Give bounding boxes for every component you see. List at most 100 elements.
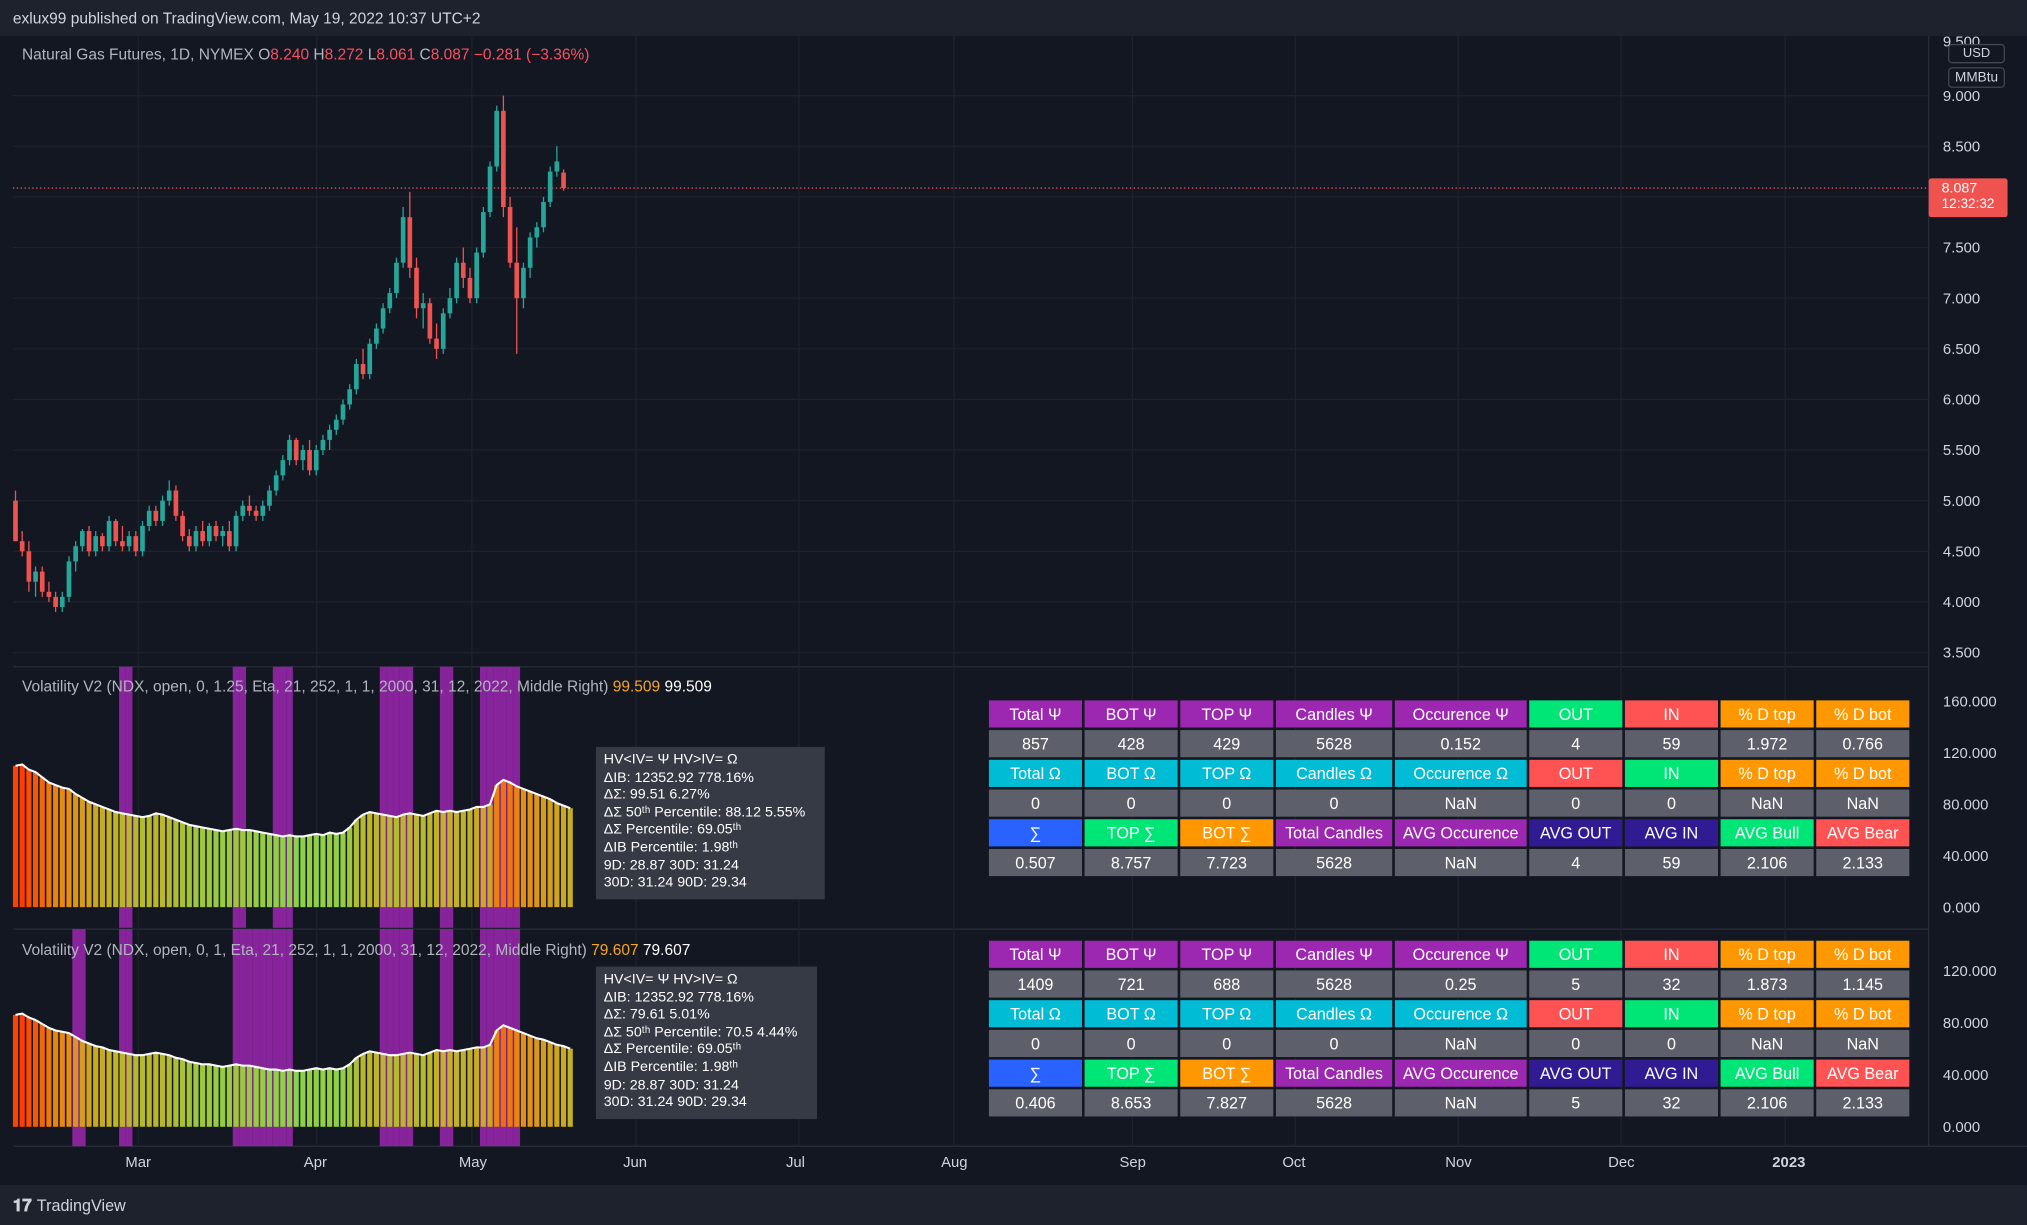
candle-body [340, 404, 346, 420]
indicator-1-name[interactable]: Volatility V2 (NDX, open, 0, 1.25, Eta, … [21, 677, 609, 696]
stats-cell: AVG IN [1624, 1059, 1718, 1087]
stats-cell: BOT ∑ [1180, 819, 1274, 847]
indicator-2-bar [113, 1051, 119, 1127]
stats-cell: 0 [988, 789, 1082, 817]
stats-cell: 2.133 [1816, 848, 1910, 877]
time-axis-label: May [458, 1155, 488, 1171]
indicator-2-bar [360, 1053, 366, 1127]
ohlc-key: C [415, 45, 431, 64]
indicator-2-highlight-band [239, 929, 247, 1147]
indicator-2-highlight-band [446, 929, 454, 1147]
tooltip-line: ΔIB: 12352.92 778.16% [603, 989, 754, 1005]
stats-cell: NaN [1394, 848, 1527, 877]
candle-body [93, 536, 99, 552]
indicator-2-highlight-band [266, 929, 273, 1147]
indicator-2-bar [367, 1051, 373, 1127]
indicator-2-highlight-band [286, 929, 293, 1147]
indicator-2-name[interactable]: Volatility V2 (NDX, open, 0, 1, Eta, 21,… [21, 940, 587, 959]
indicator-2-tick-label: 120.000 [1943, 964, 1997, 980]
tradingview-logo[interactable]: 𝟏𝟕 TradingView [13, 1195, 126, 1216]
stats-cell: 0.406 [988, 1089, 1082, 1117]
indicator-2-bar [327, 1068, 333, 1127]
main-legend[interactable]: Natural Gas Futures, 1D, NYMEX O8.240 H8… [22, 45, 589, 63]
indicator-1-tick-label: 120.000 [1943, 746, 1997, 762]
indicator-2-bar [193, 1063, 199, 1127]
indicator-1-bar [487, 804, 493, 908]
candle-body [133, 536, 139, 552]
candle-body [186, 536, 192, 547]
indicator-1-bar [420, 815, 426, 908]
indicator-1-bar [12, 765, 19, 908]
price-tick-label: 6.000 [1943, 393, 1980, 409]
published-by-text: exlux99 published on TradingView.com, Ma… [12, 9, 481, 28]
bottom-bar: 𝟏𝟕 TradingView [0, 1184, 2027, 1225]
stats-cell: Total Ψ [988, 940, 1082, 968]
candle-body [273, 475, 279, 491]
stats-cell: NaN [1394, 1089, 1527, 1117]
stats-cell: 721 [1084, 970, 1178, 998]
indicator-1-bar [73, 794, 79, 908]
candle-body [327, 429, 332, 440]
time-axis-label: Apr [303, 1155, 327, 1171]
indicator-2-bar [300, 1070, 306, 1127]
tooltip-line: 9D: 28.87 30D: 31.24 [603, 1077, 739, 1093]
candle-body [53, 596, 58, 607]
indicator-1-bar [180, 822, 186, 908]
symbol-label[interactable]: Natural Gas Futures, 1D, NYMEX [21, 45, 254, 64]
indicator-2-legend[interactable]: Volatility V2 (NDX, open, 0, 1, Eta, 21,… [22, 941, 690, 959]
candle-body [320, 439, 326, 451]
stats-cell: 8.757 [1084, 848, 1178, 877]
ohlc-value: 8.272 [324, 45, 364, 64]
indicator-1-bar [413, 814, 420, 908]
candle-body [454, 262, 459, 299]
currency-badge[interactable]: USD [1948, 43, 2005, 64]
indicator-1-bar [266, 833, 273, 908]
top-bar: exlux99 published on TradingView.com, Ma… [0, 0, 2027, 37]
stats-cell: IN [1624, 759, 1718, 787]
indicator-1-bar [106, 809, 112, 908]
indicator-2-bar [159, 1053, 166, 1127]
indicator-2-bar [146, 1053, 152, 1127]
stats-cell: 32 [1624, 970, 1718, 998]
indicator-1-bar [300, 836, 306, 908]
indicator-2-bar [106, 1050, 112, 1127]
indicator-1-bar [306, 835, 313, 908]
indicator-1-bar [400, 814, 406, 908]
indicator-1-bar [53, 785, 59, 908]
indicator-2-bar [320, 1069, 326, 1127]
indicator-2-bar [93, 1046, 99, 1127]
candle-body [360, 363, 366, 375]
indicator-1-bar [447, 810, 453, 908]
stats-cell: 0 [1529, 789, 1623, 817]
ohlc-key: L [363, 45, 377, 64]
indicator-2-tick-label: 80.000 [1943, 1016, 1988, 1032]
indicator-2-bar [253, 1066, 259, 1127]
indicator-1-highlight-band [125, 666, 133, 928]
indicator-1-bar [460, 810, 466, 908]
stats-cell: BOT Ω [1084, 1000, 1178, 1028]
stats-cell: 0 [1624, 789, 1718, 817]
indicator-2-bar [333, 1069, 339, 1127]
indicator-1-tick-label: 0.000 [1943, 900, 1980, 916]
indicator-1-bar [340, 832, 346, 908]
candle-body [333, 419, 339, 430]
indicator-1-highlight-band [439, 666, 447, 928]
stats-cell: 2.106 [1720, 1089, 1814, 1117]
indicator-1-bar [32, 772, 39, 908]
unit-badge[interactable]: MMBtu [1948, 67, 2005, 88]
tooltip-line: ΔΣ: 99.51 6.27% [603, 787, 710, 803]
indicator-2-highlight-band [399, 929, 407, 1147]
stats-cell: 0 [1180, 1029, 1274, 1058]
indicator-2-bar [86, 1043, 92, 1127]
candle-body [467, 277, 473, 299]
indicator-1-legend[interactable]: Volatility V2 (NDX, open, 0, 1.25, Eta, … [22, 677, 712, 695]
indicator-2-bar [32, 1020, 39, 1127]
indicator-2-highlight-band [78, 929, 86, 1147]
stats-cell: TOP Ψ [1180, 700, 1274, 728]
candle-body [481, 212, 486, 253]
candle-body [460, 262, 466, 278]
indicator-1-bar [360, 814, 366, 908]
stats-cell: IN [1624, 940, 1718, 968]
indicator-1-bar [527, 791, 533, 908]
